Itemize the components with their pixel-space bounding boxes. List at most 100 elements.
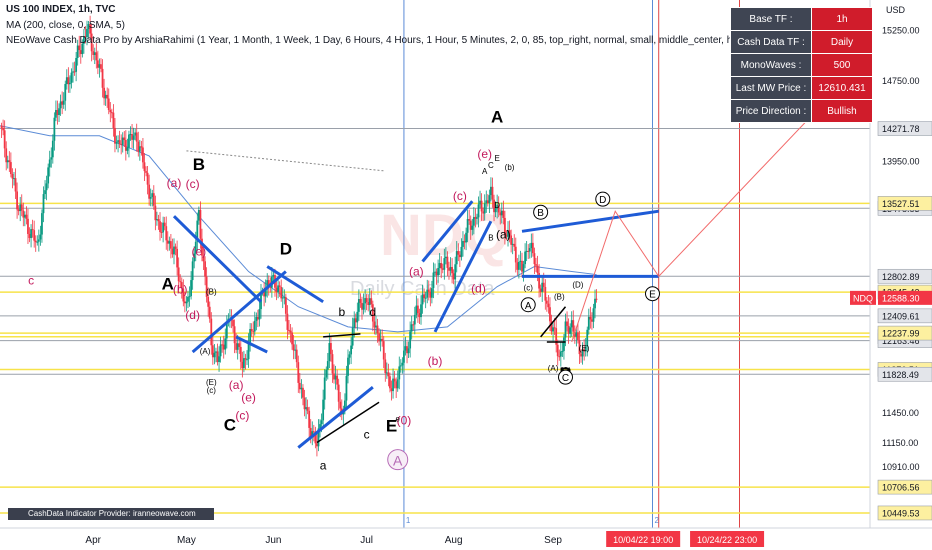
candle-body — [6, 160, 9, 163]
candle-body — [556, 344, 559, 357]
circled-wave-marker — [595, 191, 611, 207]
candle-body — [432, 272, 435, 289]
candle-body — [208, 306, 211, 319]
price-tick-label: 11450.00 — [882, 408, 919, 418]
candle-body — [507, 230, 509, 237]
time-tick-label: Sep — [544, 535, 562, 546]
candle-body — [424, 297, 427, 299]
wave-label: (d) — [471, 282, 486, 296]
trend-line — [186, 150, 386, 172]
candle-body — [42, 194, 45, 214]
candle-body — [592, 308, 595, 322]
candle-body — [219, 344, 222, 357]
candle-body — [98, 64, 101, 68]
candle-body — [182, 288, 185, 302]
candle-body — [370, 298, 373, 305]
candle-body — [173, 246, 175, 255]
candle-body — [530, 242, 533, 249]
candle-body — [51, 140, 54, 158]
candle-body — [64, 84, 67, 101]
candle-body — [277, 285, 279, 292]
candle-body — [541, 282, 544, 292]
price-level-label: 12409.61 — [882, 311, 920, 321]
candle-body — [3, 130, 6, 149]
price-tick-label: 14750.00 — [882, 76, 920, 86]
candle-body — [392, 378, 394, 392]
candle-body — [336, 375, 339, 385]
candle-body — [514, 246, 517, 263]
candle-body — [308, 410, 311, 428]
candle-body — [204, 261, 206, 277]
price-level-tag — [877, 325, 932, 341]
candle-body — [101, 68, 104, 88]
candle-body — [553, 327, 556, 329]
candle-body — [587, 316, 590, 330]
candle-body — [449, 266, 452, 271]
candle-body — [281, 297, 284, 299]
candle-body — [485, 200, 488, 204]
candle-body — [580, 354, 582, 357]
candle-body — [539, 288, 542, 292]
candle-body — [348, 354, 351, 358]
candle-body — [488, 195, 491, 204]
candle-body — [238, 343, 241, 347]
candle-body — [351, 327, 354, 346]
candle-body — [542, 282, 545, 287]
candle-body — [241, 361, 244, 369]
candle-body — [16, 191, 18, 210]
candle-body — [469, 220, 472, 230]
wave-label: D — [280, 239, 292, 258]
candle-body — [163, 222, 166, 227]
candle-body — [421, 294, 424, 305]
candle-body — [128, 134, 130, 148]
price-level-label: 13527.51 — [882, 199, 920, 209]
candle-body — [510, 235, 513, 245]
candle-body — [563, 337, 565, 351]
price-tick-label: 11828.49 — [882, 370, 919, 380]
candle-body — [298, 382, 301, 390]
candle-body — [76, 45, 79, 59]
candle-body — [527, 250, 530, 252]
neowave-indicator-legend[interactable]: NEoWave Cash Data Pro by ArshiaRahimi (1… — [6, 35, 764, 46]
ma-indicator-legend[interactable]: MA (200, close, 0, SMA, 5) — [6, 20, 125, 31]
wave-label: (E) — [206, 378, 217, 387]
candle-body — [134, 132, 137, 136]
candle-body — [48, 159, 51, 168]
circled-wave-label: E — [649, 290, 656, 301]
candle-body — [368, 298, 371, 306]
price-tick-label: 10910.00 — [882, 462, 920, 472]
candle-body — [525, 250, 528, 252]
candle-body — [393, 378, 396, 382]
currency-label: USD — [886, 5, 906, 15]
wave-label: b — [338, 305, 345, 319]
candle-body — [194, 241, 197, 254]
candle-body — [289, 330, 292, 333]
candle-body — [528, 248, 531, 252]
candle-body — [490, 186, 492, 196]
candle-body — [426, 289, 429, 298]
candle-body — [151, 193, 154, 198]
candle-body — [87, 24, 90, 30]
candle-body — [350, 345, 353, 355]
candle-body — [359, 299, 362, 303]
candle-body — [225, 321, 228, 339]
candle-body — [463, 241, 466, 243]
candle-body — [524, 251, 527, 265]
symbol-title[interactable]: US 100 INDEX, 1h, TVC — [6, 4, 116, 15]
moving-average-line — [0, 125, 597, 333]
candle-body — [558, 356, 561, 358]
candle-body — [494, 208, 497, 213]
circled-wave-label: B — [537, 208, 544, 219]
wave-label: (c) — [207, 386, 217, 395]
candle-body — [437, 267, 440, 276]
candle-body — [67, 77, 70, 85]
candle-body — [90, 33, 93, 52]
candle-body — [284, 297, 287, 314]
candle-body — [376, 325, 379, 334]
candle-body — [519, 260, 522, 262]
candle-body — [56, 110, 59, 115]
candle-body — [476, 217, 478, 219]
candle-body — [20, 204, 23, 211]
time-axis[interactable] — [0, 528, 932, 550]
candle-body — [505, 234, 508, 237]
